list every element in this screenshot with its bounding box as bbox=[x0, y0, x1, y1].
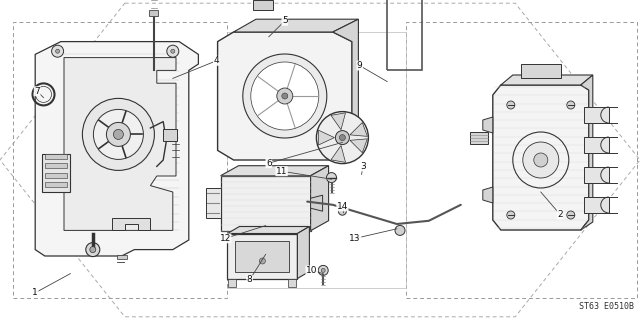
Circle shape bbox=[316, 112, 369, 164]
Circle shape bbox=[106, 122, 131, 146]
Circle shape bbox=[335, 131, 349, 145]
Bar bbox=[236, 241, 289, 271]
Bar bbox=[470, 132, 488, 144]
Circle shape bbox=[321, 268, 325, 272]
Text: 14: 14 bbox=[337, 202, 348, 211]
Polygon shape bbox=[500, 75, 593, 85]
Polygon shape bbox=[218, 32, 352, 160]
Polygon shape bbox=[227, 227, 309, 234]
Polygon shape bbox=[350, 123, 367, 136]
Bar bbox=[221, 176, 310, 231]
Bar bbox=[45, 173, 67, 178]
Circle shape bbox=[507, 101, 515, 109]
Text: 10: 10 bbox=[306, 266, 317, 275]
Circle shape bbox=[251, 62, 319, 130]
Circle shape bbox=[93, 109, 143, 159]
Bar bbox=[406, 22, 637, 298]
Circle shape bbox=[167, 45, 179, 57]
Circle shape bbox=[52, 45, 63, 57]
Circle shape bbox=[86, 243, 100, 257]
Bar bbox=[228, 278, 236, 286]
Bar bbox=[584, 167, 609, 183]
Bar bbox=[521, 64, 561, 78]
Text: 4: 4 bbox=[214, 56, 219, 65]
Text: 6: 6 bbox=[266, 159, 271, 168]
Circle shape bbox=[277, 88, 293, 104]
Polygon shape bbox=[493, 85, 589, 230]
Polygon shape bbox=[333, 19, 358, 160]
Circle shape bbox=[339, 135, 346, 140]
Text: 9: 9 bbox=[357, 61, 362, 70]
Bar bbox=[13, 22, 227, 298]
Circle shape bbox=[395, 225, 405, 236]
Circle shape bbox=[259, 258, 266, 264]
Bar bbox=[289, 278, 296, 286]
Bar bbox=[227, 234, 298, 278]
Circle shape bbox=[326, 172, 337, 183]
Polygon shape bbox=[310, 166, 328, 231]
Text: 7: 7 bbox=[35, 87, 40, 96]
Text: 12: 12 bbox=[220, 234, 231, 243]
Polygon shape bbox=[310, 195, 323, 211]
Circle shape bbox=[534, 153, 548, 167]
Polygon shape bbox=[483, 117, 493, 133]
Circle shape bbox=[523, 142, 559, 178]
Bar bbox=[163, 129, 177, 141]
Polygon shape bbox=[234, 19, 358, 32]
Polygon shape bbox=[64, 58, 176, 230]
Bar bbox=[584, 137, 609, 153]
Polygon shape bbox=[35, 42, 198, 256]
Text: 11: 11 bbox=[276, 167, 287, 176]
Bar bbox=[42, 154, 70, 192]
Text: 2: 2 bbox=[557, 210, 563, 219]
Polygon shape bbox=[319, 130, 335, 145]
Circle shape bbox=[567, 101, 575, 109]
Circle shape bbox=[243, 54, 327, 138]
Circle shape bbox=[339, 207, 346, 215]
Circle shape bbox=[171, 49, 175, 53]
Polygon shape bbox=[483, 187, 493, 203]
Bar bbox=[584, 107, 609, 123]
Polygon shape bbox=[581, 75, 593, 230]
Text: 13: 13 bbox=[349, 234, 361, 243]
Circle shape bbox=[567, 211, 575, 219]
Bar bbox=[45, 182, 67, 187]
Text: 1: 1 bbox=[33, 288, 38, 297]
Polygon shape bbox=[298, 227, 309, 278]
Text: 8: 8 bbox=[247, 276, 252, 284]
Text: ST63 E0510B: ST63 E0510B bbox=[579, 302, 634, 311]
FancyBboxPatch shape bbox=[149, 10, 158, 16]
Text: 3: 3 bbox=[360, 162, 365, 171]
Polygon shape bbox=[112, 218, 150, 230]
Circle shape bbox=[318, 265, 328, 276]
Polygon shape bbox=[331, 113, 346, 130]
Circle shape bbox=[507, 211, 515, 219]
Bar bbox=[253, 0, 273, 10]
Text: 5: 5 bbox=[282, 16, 287, 25]
Bar bbox=[45, 163, 67, 168]
Circle shape bbox=[56, 49, 60, 53]
Bar bbox=[45, 154, 67, 159]
Circle shape bbox=[90, 247, 96, 252]
Circle shape bbox=[113, 129, 124, 140]
Polygon shape bbox=[331, 146, 346, 163]
Bar bbox=[584, 197, 609, 213]
Circle shape bbox=[83, 98, 154, 170]
Circle shape bbox=[282, 93, 288, 99]
Bar bbox=[205, 188, 221, 218]
Bar bbox=[117, 255, 127, 259]
Polygon shape bbox=[350, 139, 367, 153]
Polygon shape bbox=[221, 166, 328, 176]
